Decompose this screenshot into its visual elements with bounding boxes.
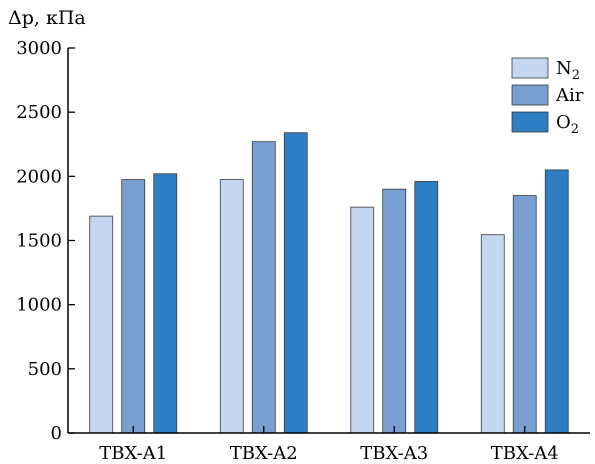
legend-swatch — [511, 57, 549, 79]
x-tick-label: TBX-A4 — [491, 443, 559, 464]
y-tick-label: 1500 — [16, 231, 62, 252]
y-tick-label: 1000 — [16, 295, 62, 316]
legend-label: Air — [555, 85, 584, 106]
bars-group — [89, 132, 569, 434]
bar — [251, 141, 276, 434]
bar — [480, 234, 505, 434]
bar — [414, 181, 439, 434]
legend-label: N2 — [556, 58, 580, 83]
bar — [512, 195, 537, 434]
x-ticks-group: TBX-A1 TBX-A2 TBX-A3 TBX-A4 — [99, 426, 559, 464]
bar — [350, 206, 375, 434]
legend-label: O2 — [556, 112, 579, 137]
x-tick-label: TBX-A3 — [360, 443, 428, 464]
axes-group — [67, 48, 590, 434]
x-tick-label: TBX-A1 — [99, 443, 167, 464]
bar — [283, 132, 308, 434]
y-tick-label: 0 — [51, 423, 62, 444]
legend-swatch — [511, 84, 549, 106]
x-tick-label: TBX-A2 — [230, 443, 298, 464]
bar — [544, 169, 569, 434]
y-tick-label: 500 — [28, 359, 62, 380]
bar — [219, 179, 244, 434]
y-tick-label: 2000 — [16, 166, 62, 187]
y-tick-label: 2500 — [16, 102, 62, 123]
y-axis-label: Δp, кПа — [8, 7, 86, 29]
bar — [89, 215, 114, 434]
y-ticks-group: 0 500 1000 1500 2000 2500 3000 — [16, 38, 75, 444]
bar — [382, 188, 407, 434]
y-tick-label: 3000 — [16, 38, 62, 59]
bar — [121, 179, 146, 434]
bar — [153, 173, 178, 434]
legend-swatch — [511, 111, 549, 133]
